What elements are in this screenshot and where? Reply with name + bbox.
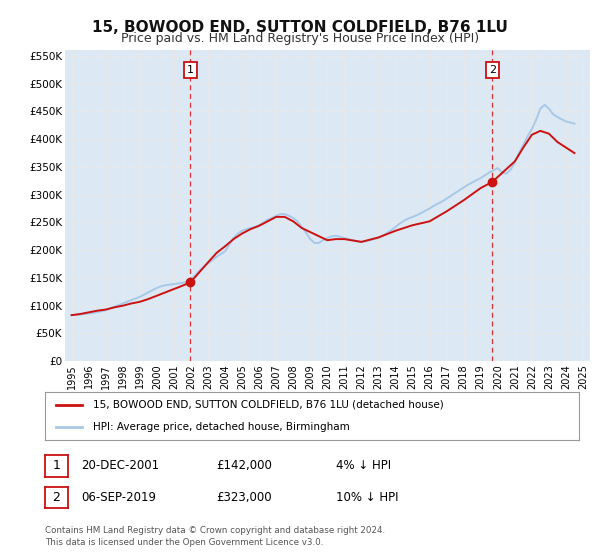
Text: 06-SEP-2019: 06-SEP-2019 <box>81 491 156 504</box>
Text: This data is licensed under the Open Government Licence v3.0.: This data is licensed under the Open Gov… <box>45 538 323 547</box>
Text: 20-DEC-2001: 20-DEC-2001 <box>81 459 159 473</box>
Text: 4% ↓ HPI: 4% ↓ HPI <box>336 459 391 473</box>
Text: 10% ↓ HPI: 10% ↓ HPI <box>336 491 398 504</box>
Text: £323,000: £323,000 <box>216 491 272 504</box>
Text: 15, BOWOOD END, SUTTON COLDFIELD, B76 1LU: 15, BOWOOD END, SUTTON COLDFIELD, B76 1L… <box>92 20 508 35</box>
Text: 1: 1 <box>52 459 61 473</box>
Text: 15, BOWOOD END, SUTTON COLDFIELD, B76 1LU (detached house): 15, BOWOOD END, SUTTON COLDFIELD, B76 1L… <box>93 400 444 410</box>
Text: 1: 1 <box>187 65 194 75</box>
Text: HPI: Average price, detached house, Birmingham: HPI: Average price, detached house, Birm… <box>93 422 350 432</box>
Text: 2: 2 <box>489 65 496 75</box>
Text: Price paid vs. HM Land Registry's House Price Index (HPI): Price paid vs. HM Land Registry's House … <box>121 32 479 45</box>
Text: £142,000: £142,000 <box>216 459 272 473</box>
Text: Contains HM Land Registry data © Crown copyright and database right 2024.: Contains HM Land Registry data © Crown c… <box>45 526 385 535</box>
Text: 2: 2 <box>52 491 61 504</box>
